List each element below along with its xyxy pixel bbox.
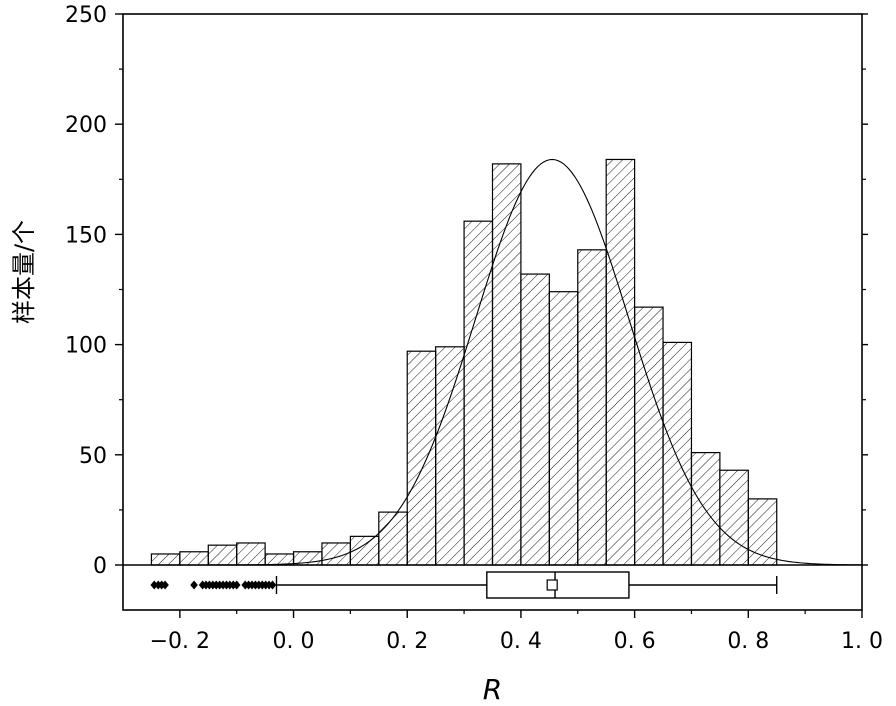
histogram-bar-2 [207, 544, 238, 566]
box-mean-marker [546, 579, 558, 591]
y-tick-label-0: 0 [93, 554, 107, 579]
curve-layer [179, 158, 863, 566]
x-tick-label-3: 0. 4 [500, 629, 542, 654]
histogram-bar-18 [662, 341, 693, 566]
histogram-bar-9 [406, 350, 437, 566]
x-tick-label-2: 0. 2 [386, 629, 428, 654]
histogram-bar-12 [491, 163, 522, 566]
histogram-bar-10 [435, 346, 465, 566]
bars-layer [150, 158, 778, 566]
y-tick-label-4: 200 [65, 113, 107, 138]
box-iqr [486, 571, 630, 599]
histogram-bar-13 [520, 273, 550, 566]
histogram-bar-1 [179, 551, 209, 566]
outlier-point-3 [161, 580, 169, 590]
histogram-bar-17 [634, 306, 664, 566]
histogram-bar-20 [719, 469, 749, 566]
histogram-bar-11 [463, 220, 494, 566]
histogram-bar-19 [690, 451, 721, 566]
y-tick-label-5: 250 [65, 3, 107, 28]
plot-frame [122, 13, 863, 611]
histogram-bar-8 [378, 511, 408, 566]
histogram-bar-14 [548, 291, 579, 566]
ticks-layer: −0. 2 0. 0 0. 2 0. 4 0. 6 0. 8 1. 0 0 50 100 150 20… [65, 3, 883, 654]
histogram-bar-3 [236, 542, 266, 566]
x-tick-label-5: 0. 8 [727, 629, 769, 654]
x-tick-label-6: 1. 0 [841, 629, 883, 654]
histogram-bar-15 [577, 249, 607, 566]
histogram-bar-0 [150, 553, 181, 566]
outlier-point-24 [268, 580, 277, 590]
x-axis-title: R [483, 673, 502, 706]
y-axis-title: 样本量/个 [10, 220, 38, 324]
y-tick-label-3: 150 [65, 223, 107, 248]
histogram-bar-21 [747, 498, 778, 566]
normal-fit-curve [179, 158, 863, 566]
outlier-point-4 [190, 580, 198, 590]
x-tick-label-1: 0. 0 [273, 629, 315, 654]
histogram-bar-16 [605, 158, 636, 566]
y-tick-label-1: 50 [79, 444, 107, 469]
boxplot-layer [150, 571, 778, 599]
x-tick-label-0: −0. 2 [150, 629, 210, 654]
y-tick-label-2: 100 [65, 334, 107, 359]
outlier-point-0 [150, 580, 159, 590]
x-tick-label-4: 0. 6 [614, 629, 656, 654]
outlier-point-15 [232, 580, 241, 590]
